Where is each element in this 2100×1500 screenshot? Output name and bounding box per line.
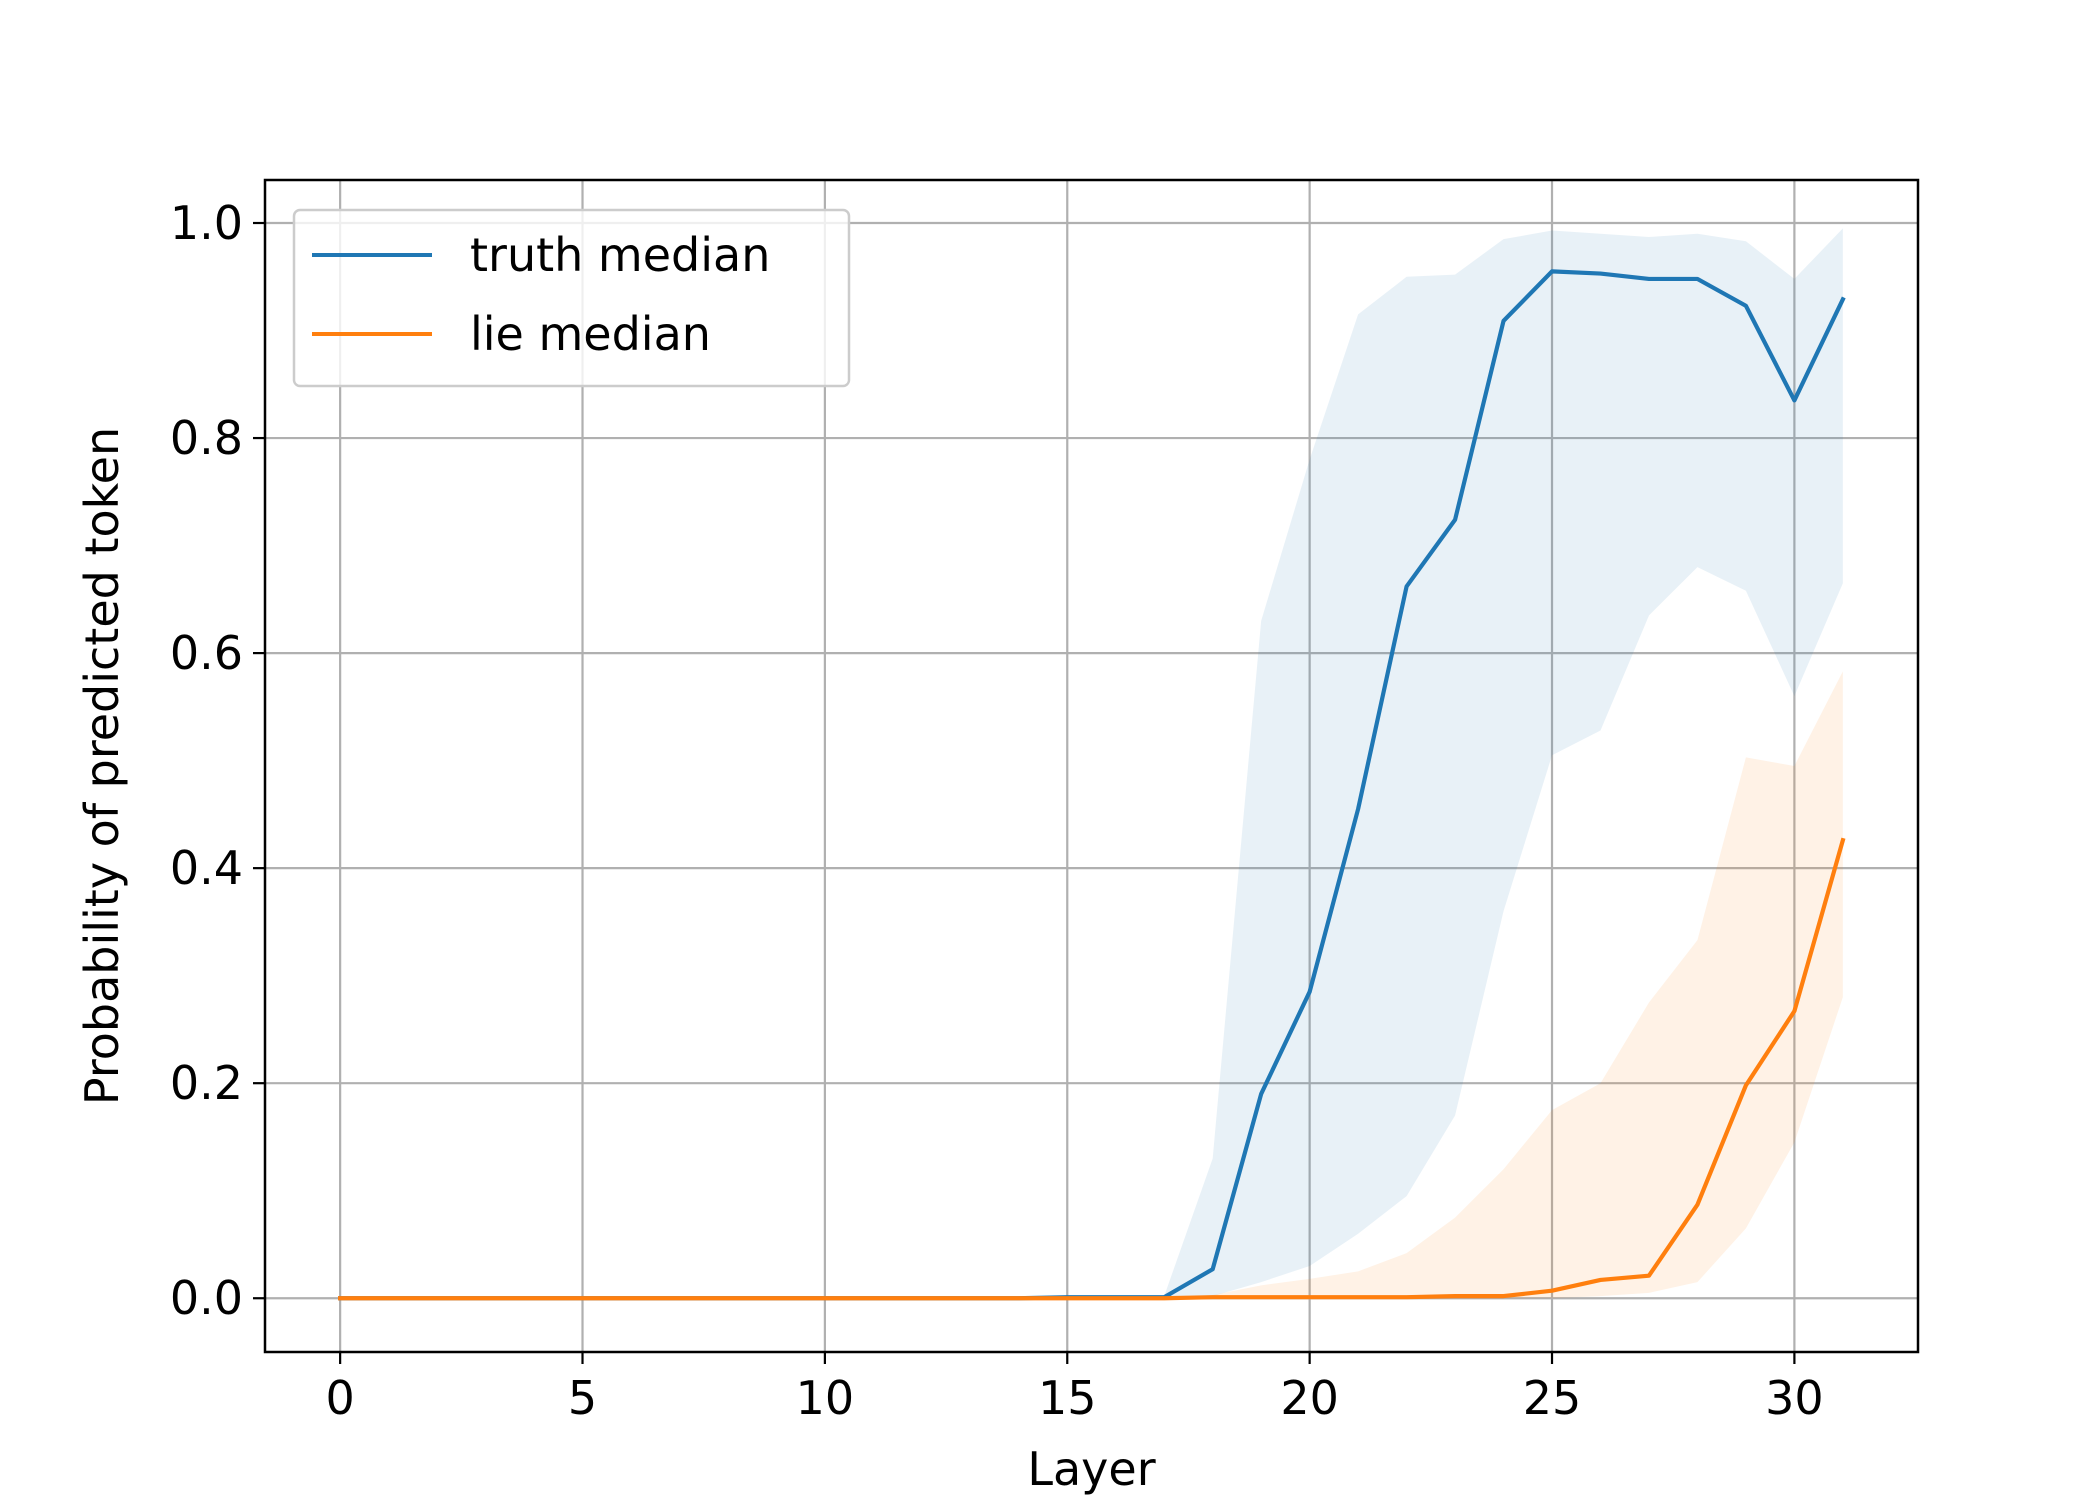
y-tick-label: 1.0 (170, 196, 243, 250)
x-tick-label: 5 (568, 1371, 597, 1425)
y-tick-label: 0.4 (170, 841, 243, 895)
legend-label-truth: truth median (470, 228, 770, 282)
confidence-bands (340, 228, 1843, 1299)
y-tick-label: 0.8 (170, 411, 243, 465)
axis-ticks: 0 5 10 15 20 25 30 0.0 0.2 0.4 0.6 0.8 1.0 (170, 196, 1824, 1425)
x-tick-label: 0 (325, 1371, 354, 1425)
x-axis-label: Layer (1027, 1442, 1155, 1496)
confidence-band-0 (340, 228, 1843, 1299)
legend: truth median lie median (292, 208, 851, 388)
x-tick-label: 15 (1038, 1371, 1097, 1425)
x-tick-label: 10 (796, 1371, 855, 1425)
x-tick-label: 25 (1523, 1371, 1582, 1425)
series-line-1 (338, 837, 1846, 1301)
y-axis-label: Probability of predicted token (75, 427, 129, 1105)
x-tick-label: 30 (1765, 1371, 1824, 1425)
y-tick-label: 0.0 (170, 1271, 243, 1325)
legend-label-lie: lie median (470, 307, 711, 361)
plot-frame (263, 178, 1920, 1354)
y-tick-label: 0.6 (170, 626, 243, 680)
legend-box (292, 208, 851, 388)
y-tick-label: 0.2 (170, 1056, 243, 1110)
x-tick-label: 20 (1280, 1371, 1339, 1425)
confidence-band-1 (340, 671, 1843, 1299)
series-lines (338, 269, 1846, 1301)
